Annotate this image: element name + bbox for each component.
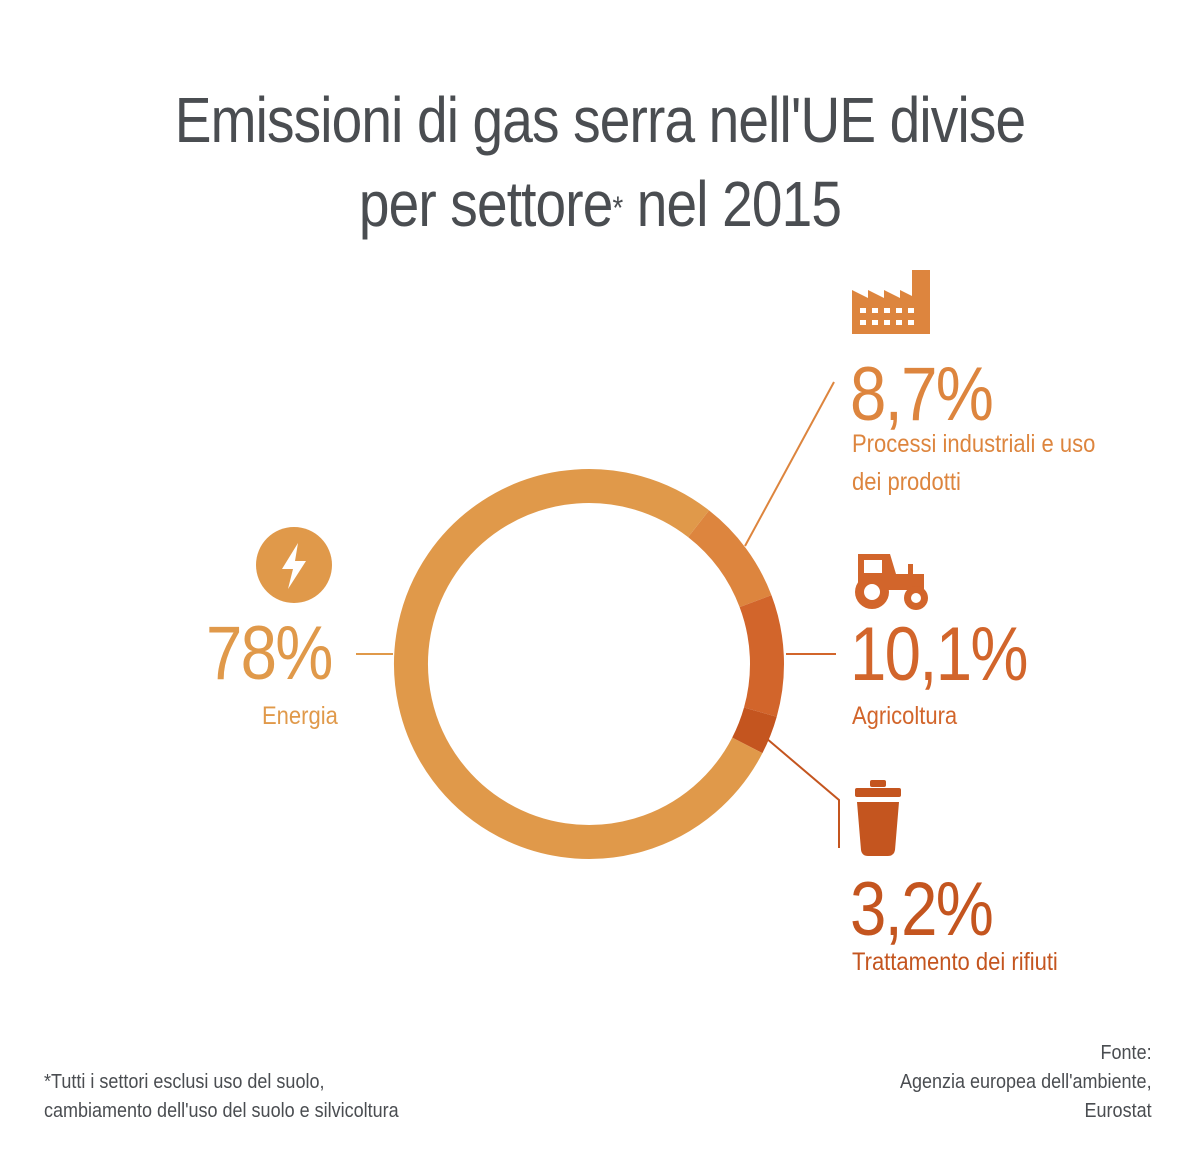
agricoltura-percent: 10,1% [850,612,1028,697]
trash-bin-icon [855,780,901,856]
source-line-2: Agenzia europea dell'ambiente, [900,1071,1152,1093]
title-footnote-mark: * [612,190,624,226]
energia-label: Energia [262,702,338,730]
slice-energia [394,469,763,859]
agricoltura-label: Agricoltura [852,702,958,730]
title-line-2-start: per settore [358,168,614,240]
slice-rifiuti [732,707,777,754]
slice-agricoltura [739,595,784,717]
source-note: Fonte: Agenzia europea dell'ambiente, Eu… [900,1039,1152,1126]
lightning-bolt-icon [256,527,332,603]
title-line-2-end: nel 2015 [622,168,842,240]
factory-icon [852,270,930,334]
leader-lines [356,381,840,848]
energia-percent: 78% [206,611,333,696]
page-title: Emissioni di gas serra nell'UE divise pe… [84,78,1116,246]
slice-industria [687,510,772,608]
rifiuti-label: Trattamento dei rifiuti [852,948,1058,976]
source-line-1: Fonte: [1100,1042,1152,1064]
footnote-line-1: *Tutti i settori esclusi uso del suolo, [44,1071,325,1093]
rifiuti-percent: 3,2% [850,867,994,952]
industria-percent: 8,7% [850,352,994,437]
source-line-3: Eurostat [1084,1100,1152,1122]
footnote: *Tutti i settori esclusi uso del suolo, … [44,1068,399,1126]
donut-slices [394,469,784,859]
title-line-1: Emissioni di gas serra nell'UE divise [174,84,1026,156]
leader-line-industria [744,381,835,547]
leader-line-rifiuti [765,737,840,848]
title-line-2: per settore* nel 2015 [84,162,1116,246]
industria-label: Processi industriali e uso dei prodotti [852,430,1096,496]
tractor-icon [855,554,928,610]
footnote-line-2: cambiamento dell'uso del suolo e silvico… [44,1100,399,1122]
